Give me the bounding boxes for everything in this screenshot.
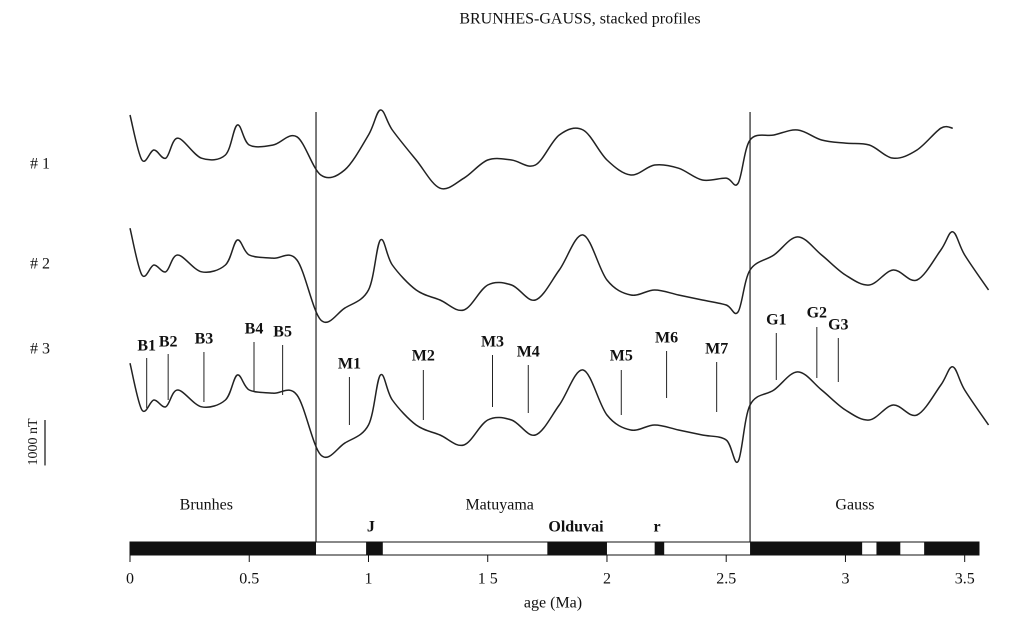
x-tick-label: 0.5 xyxy=(239,571,259,588)
subchron-label: J xyxy=(367,519,375,536)
subchron-label: r xyxy=(653,519,660,536)
profile-line xyxy=(129,227,990,323)
anomaly-label: B1 xyxy=(137,338,156,355)
anomaly-label: B2 xyxy=(159,334,178,351)
anomaly-label: G2 xyxy=(807,305,827,322)
anomaly-label: M2 xyxy=(412,348,435,365)
anomaly-label: M5 xyxy=(610,348,633,365)
x-tick-label: 3.5 xyxy=(955,571,975,588)
x-axis-label: age (Ma) xyxy=(524,595,582,612)
x-tick-label: 1 5 xyxy=(478,571,498,588)
anomaly-label: B4 xyxy=(245,321,264,338)
scale-bar-label: 1000 nT xyxy=(26,418,41,466)
normal-polarity xyxy=(924,542,979,555)
profile-line xyxy=(129,362,990,464)
normal-polarity xyxy=(366,542,383,555)
x-tick-label: 0 xyxy=(126,571,134,588)
chron-label: Brunhes xyxy=(180,497,233,514)
x-tick-label: 2.5 xyxy=(716,571,736,588)
anomaly-label: M3 xyxy=(481,334,504,351)
normal-polarity xyxy=(654,542,665,555)
anomaly-label: M4 xyxy=(517,344,540,361)
profile-label: # 3 xyxy=(30,341,50,358)
subchron-label: Olduvai xyxy=(548,519,604,536)
x-tick-label: 2 xyxy=(603,571,611,588)
chart-title: BRUNHES-GAUSS, stacked profiles xyxy=(459,11,700,28)
anomaly-label: B5 xyxy=(273,324,292,341)
chron-label: Gauss xyxy=(835,497,874,514)
normal-polarity xyxy=(547,542,607,555)
profile-line xyxy=(129,109,953,190)
x-tick-label: 1 xyxy=(364,571,372,588)
anomaly-label: G1 xyxy=(766,312,786,329)
profile-label: # 1 xyxy=(30,156,50,173)
normal-polarity xyxy=(130,542,317,555)
anomaly-label: M6 xyxy=(655,330,678,347)
normal-polarity xyxy=(876,542,901,555)
x-tick-label: 3 xyxy=(841,571,849,588)
chron-label: Matuyama xyxy=(465,497,533,514)
anomaly-label: B3 xyxy=(195,331,214,348)
profile-label: # 2 xyxy=(30,256,50,273)
anomaly-label: M7 xyxy=(705,341,728,358)
anomaly-label: M1 xyxy=(338,356,361,373)
normal-polarity xyxy=(750,542,863,555)
anomaly-label: G3 xyxy=(828,317,848,334)
